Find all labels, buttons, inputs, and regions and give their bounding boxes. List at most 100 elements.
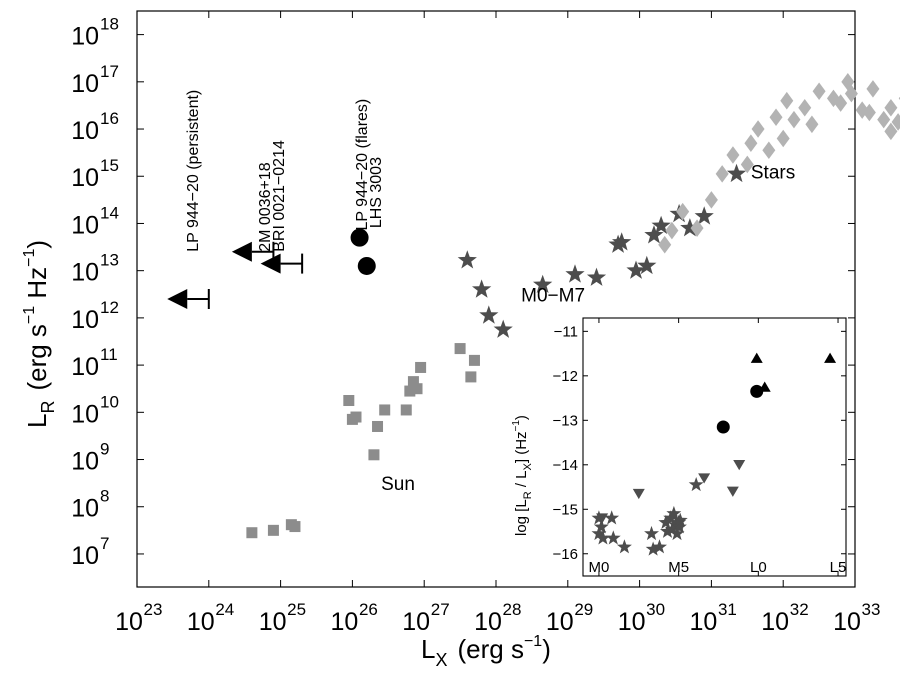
point-square: [368, 449, 380, 461]
inset-point-circle: [716, 420, 730, 434]
annotation: LP 944−20 (flares): [354, 99, 371, 231]
inset-point-star: [672, 512, 688, 527]
point-diamond: [798, 99, 812, 117]
x-tick-exponent: 29: [574, 600, 593, 619]
inset-point-triangle-down: [726, 486, 739, 497]
inset-point-star: [658, 514, 674, 529]
inset-plot: M0 M5 L0 L5 −11 −12 −13 −14 −15 −16 log [LR / LX…: [511, 317, 847, 577]
point-square: [246, 527, 258, 539]
point-square: [379, 404, 391, 416]
point-diamond: [690, 219, 704, 237]
x-tick-exponent: 33: [862, 600, 881, 619]
point-star: [493, 319, 513, 338]
x-tick-exponent: 23: [144, 600, 163, 619]
upper-limit-arrowhead: [231, 241, 252, 262]
x-tick-label: 10: [474, 608, 502, 636]
y-tick-exponent: 17: [100, 62, 119, 81]
y-tick-label: 10: [71, 259, 99, 287]
upper-limit-arrowhead: [167, 289, 188, 309]
y-tick-label: 10: [71, 400, 99, 428]
inset-y-tick-label: −11: [554, 323, 578, 340]
x-tick-label: 10: [259, 608, 287, 636]
x-tick-exponent: 28: [503, 600, 522, 619]
point-diamond: [866, 80, 880, 98]
inset-x-tick-label: M5: [668, 559, 689, 576]
point-square: [400, 404, 412, 416]
point-diamond: [744, 134, 758, 152]
inset-point-star: [595, 530, 611, 545]
point-square: [289, 521, 301, 533]
inset-point-star: [644, 525, 659, 541]
point-star: [694, 206, 714, 225]
point-square: [415, 361, 427, 373]
y-tick-label: 10: [71, 448, 99, 476]
point-diamond: [780, 91, 794, 110]
inset-point-star: [660, 523, 675, 538]
point-diamond: [884, 99, 898, 117]
y-tick-exponent: 10: [100, 392, 119, 411]
y-tick-label: 10: [71, 353, 99, 381]
inset-data-marks: [591, 352, 837, 556]
annotation: Sun: [381, 474, 415, 495]
point-star: [644, 225, 664, 244]
point-diamond: [805, 115, 819, 134]
y-tick-label: 10: [71, 117, 99, 145]
y-tick-label: 10: [71, 70, 99, 98]
point-diamond: [862, 103, 876, 122]
point-star: [565, 264, 585, 283]
point-diamond: [834, 94, 848, 112]
inset-point-triangle-up: [750, 352, 763, 363]
inset-point-circle: [750, 384, 764, 398]
annotation: LHS 3003: [368, 157, 385, 228]
point-diamond: [844, 84, 858, 103]
inset-point-triangle-down: [733, 459, 746, 471]
upper-limit-marker: [260, 253, 304, 274]
point-square: [404, 385, 416, 397]
inset-point-star: [666, 505, 682, 521]
inset-y-tick-label: −13: [553, 412, 578, 429]
point-diamond: [762, 141, 776, 160]
y-tick-label: 10: [71, 306, 99, 334]
point-diamond: [715, 165, 729, 183]
point-star: [680, 218, 700, 237]
annotation: Stars: [751, 163, 795, 184]
point-star: [626, 260, 646, 279]
inset-y-tick-label: −12: [553, 368, 578, 385]
point-diamond: [787, 110, 801, 129]
y-tick-exponent: 11: [100, 345, 118, 364]
point-diamond: [891, 113, 900, 131]
x-tick-label: 10: [833, 608, 861, 636]
y-tick-exponent: 13: [100, 251, 119, 270]
y-tick-label: 10: [71, 164, 99, 192]
annotation: LP 944−20 (persistent): [185, 90, 202, 252]
y-tick-exponent: 14: [100, 203, 119, 222]
point-star: [637, 255, 657, 275]
flare-point: [357, 256, 376, 275]
point-square: [454, 343, 466, 355]
inset-point-star: [669, 525, 685, 541]
point-diamond: [665, 221, 679, 240]
inset-point-star: [617, 539, 632, 554]
x-axis-label: LX (erg s−1): [421, 633, 551, 670]
inset-point-triangle-down: [596, 513, 609, 524]
point-diamond: [877, 110, 891, 129]
y-tick-label: 10: [71, 495, 99, 523]
inset-x-tick-label: L5: [830, 559, 847, 576]
y-tick-exponent: 9: [100, 440, 109, 459]
annotation: BRI 0021−0214: [271, 140, 288, 252]
flare-point: [350, 228, 369, 247]
point-diamond: [676, 202, 690, 221]
point-star: [726, 163, 747, 183]
x-tick-exponent: 26: [359, 600, 378, 619]
x-tick-label: 10: [546, 608, 574, 636]
inset-plot-frame: [582, 317, 847, 577]
inset-x-tick-label: L0: [750, 559, 767, 576]
point-square: [267, 524, 279, 536]
upper-limit-marker: [167, 289, 210, 309]
inset-point-star: [668, 517, 683, 532]
y-tick-exponent: 8: [100, 487, 109, 506]
inset-point-star: [591, 525, 607, 541]
point-star: [586, 267, 607, 286]
upper-limit-arrowhead: [260, 253, 281, 274]
point-diamond: [704, 191, 718, 209]
